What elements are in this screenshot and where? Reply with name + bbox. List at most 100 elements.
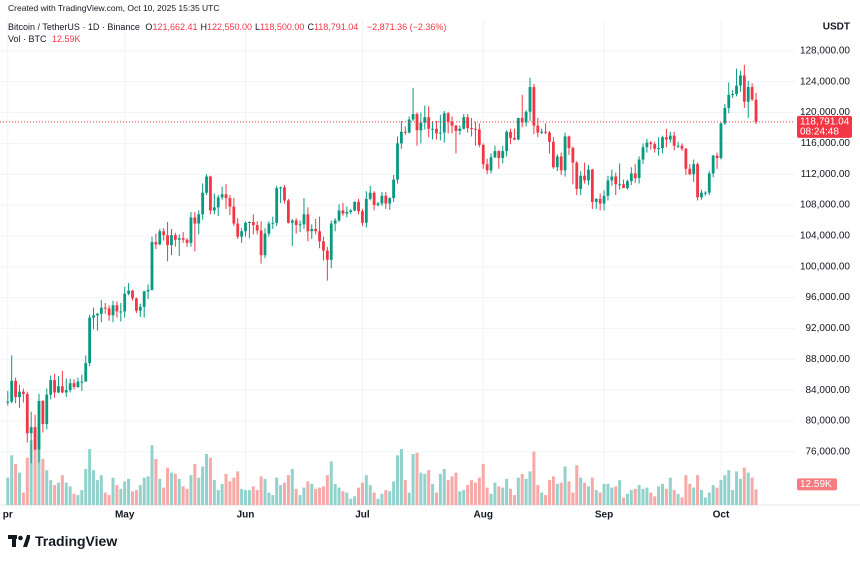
volume-bar xyxy=(392,481,396,505)
volume-bar xyxy=(372,492,376,505)
candle-body xyxy=(49,380,53,395)
volume-bar xyxy=(598,492,602,505)
x-tick-label: Jun xyxy=(237,510,255,521)
candle-body xyxy=(692,164,696,175)
candle-body xyxy=(240,231,244,237)
volume-bar xyxy=(282,482,286,505)
candle-body xyxy=(622,184,625,189)
volume-bar xyxy=(466,485,470,505)
volume-bar xyxy=(431,483,435,505)
volume-title: Vol · BTC xyxy=(8,34,47,44)
volume-bar xyxy=(306,481,310,505)
x-tick-label: pr xyxy=(3,510,13,521)
candle-body xyxy=(298,224,302,226)
candle-body xyxy=(353,201,357,211)
volume-bar xyxy=(676,493,680,505)
volume-bar xyxy=(423,473,427,505)
volume-bar xyxy=(177,478,181,505)
volume-bar xyxy=(547,480,551,505)
candle-body xyxy=(645,142,649,148)
ohlc-key: L xyxy=(255,22,261,32)
candle-body xyxy=(322,241,325,251)
volume-tag-label: 12.59K xyxy=(800,479,832,490)
volume-bar xyxy=(88,449,92,505)
last-price-tag xyxy=(797,115,852,138)
y-tick-label: 80,000.00 xyxy=(806,416,851,427)
candle-body xyxy=(485,164,489,171)
candle-body xyxy=(325,250,329,260)
volume-bar xyxy=(134,490,138,505)
candle-body xyxy=(209,176,212,211)
candle-body xyxy=(489,157,493,171)
volume-bar xyxy=(267,492,271,505)
volume-bar xyxy=(255,490,259,505)
candle-body xyxy=(544,131,547,133)
candle-body xyxy=(509,131,512,138)
volume-bar xyxy=(197,477,201,505)
candle-body xyxy=(602,195,606,204)
volume-bar xyxy=(240,488,244,505)
candle-body xyxy=(14,380,17,398)
volume-bar xyxy=(458,491,462,505)
candle-body xyxy=(146,289,150,292)
volume-bar xyxy=(92,470,96,505)
candle-body xyxy=(337,210,341,221)
candle-body xyxy=(76,381,80,388)
candle-body xyxy=(442,113,446,133)
candle-body xyxy=(201,192,205,215)
candle-body xyxy=(123,293,127,312)
candle-body xyxy=(6,401,10,403)
candle-body xyxy=(731,94,735,96)
candle-body xyxy=(115,305,119,312)
volume-bar xyxy=(251,486,255,505)
volume-bar xyxy=(247,490,251,505)
candle-body xyxy=(25,393,29,434)
candle-body xyxy=(228,198,232,207)
candle-body xyxy=(629,173,633,182)
candle-body xyxy=(750,87,754,100)
candle-body xyxy=(162,231,166,236)
brand-logo xyxy=(8,535,30,547)
candle-body xyxy=(497,151,501,159)
volume-bar xyxy=(505,478,509,505)
volume-bar xyxy=(244,490,248,505)
candle-body xyxy=(501,151,505,159)
volume-bar xyxy=(407,492,411,505)
candle-body xyxy=(173,235,177,240)
candle-body xyxy=(119,311,123,313)
candle-body xyxy=(703,192,707,194)
volume-bar xyxy=(427,470,431,505)
candle-body xyxy=(403,131,407,133)
volume-bar xyxy=(173,473,177,505)
volume-bar xyxy=(563,466,567,505)
volume-bar xyxy=(302,487,306,505)
volume-bar xyxy=(555,483,559,505)
volume-bar xyxy=(388,491,392,505)
volume-bar xyxy=(442,468,446,505)
candle-body xyxy=(524,111,528,123)
candle-body xyxy=(18,391,21,398)
candle-body xyxy=(606,180,610,196)
candle-body xyxy=(232,206,236,224)
candle-body xyxy=(739,75,742,86)
volume-bar xyxy=(528,471,532,505)
candle-body xyxy=(742,75,746,102)
candle-body xyxy=(216,197,220,208)
volume-bar xyxy=(645,487,649,505)
candle-body xyxy=(150,242,154,290)
candle-body xyxy=(696,164,699,198)
volume-bar xyxy=(583,482,587,505)
candle-body xyxy=(633,173,637,179)
candle-body xyxy=(68,383,72,391)
candle-body xyxy=(279,187,282,189)
volume-bar xyxy=(33,449,37,505)
volume-bar xyxy=(462,490,466,505)
candle-body xyxy=(224,194,228,199)
candle-body xyxy=(341,210,345,214)
volume-bar xyxy=(21,492,25,505)
volume-bar xyxy=(107,495,111,505)
candle-body xyxy=(60,386,64,393)
candle-body xyxy=(166,235,169,246)
candle-body xyxy=(594,198,598,202)
volume-bar xyxy=(707,492,711,505)
